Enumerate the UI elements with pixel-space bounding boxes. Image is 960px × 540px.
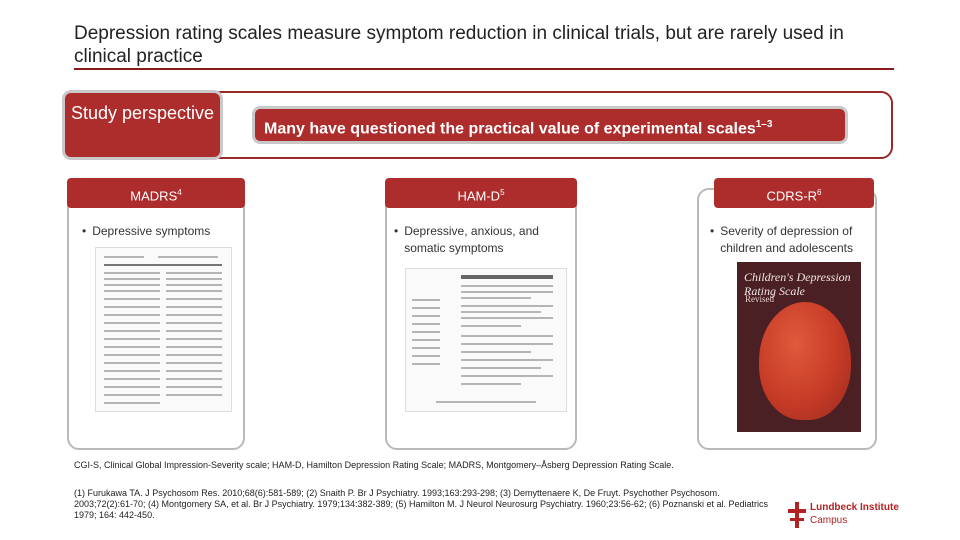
slide-title: Depression rating scales measure symptom…	[74, 23, 844, 67]
lundbeck-logo: Lundbeck Institute Campus	[788, 500, 928, 530]
cdrsr-card-header: CDRS-R6	[714, 178, 874, 208]
abbreviations: CGI-S, Clinical Global Impression-Severi…	[74, 460, 674, 470]
cover-illustration	[759, 302, 851, 420]
card-title: CDRS-R	[766, 188, 818, 204]
hamd-scale-document-image	[405, 268, 567, 412]
hamd-bullet: • Depressive, anxious, and somatic sympto…	[394, 224, 539, 255]
references: (1) Furukawa TA. J Psychosom Res. 2010;6…	[74, 488, 768, 520]
lundbeck-mark-icon	[788, 502, 806, 528]
card-title: MADRS	[130, 188, 178, 204]
question-text: Many have questioned the practical value…	[264, 120, 756, 138]
logo-name: Lundbeck Institute	[810, 502, 899, 513]
madrs-card-header: MADRS4	[67, 178, 245, 208]
madrs-bullet: • Depressive symptoms	[82, 224, 211, 238]
card-title: HAM-D	[457, 188, 501, 204]
title-underline	[74, 68, 894, 70]
card-citation: 4	[177, 188, 182, 197]
cover-title: Children's Depression Rating Scale	[744, 270, 851, 298]
card-citation: 6	[817, 188, 822, 197]
madrs-scale-document-image	[95, 247, 232, 412]
logo-subtitle: Campus	[810, 515, 848, 526]
question-citation: 1–3	[755, 119, 773, 130]
question-banner: Many have questioned the practical value…	[255, 109, 845, 141]
hamd-card-header: HAM-D5	[385, 178, 577, 208]
cdrsr-bullet: • Severity of depression of children and …	[710, 224, 853, 255]
cdrsr-cover-image: Children's Depression Rating Scale Revis…	[737, 262, 861, 432]
cover-subtitle: Revised	[745, 294, 774, 304]
card-citation: 5	[500, 188, 505, 197]
study-perspective-box: Study perspective	[65, 93, 220, 157]
